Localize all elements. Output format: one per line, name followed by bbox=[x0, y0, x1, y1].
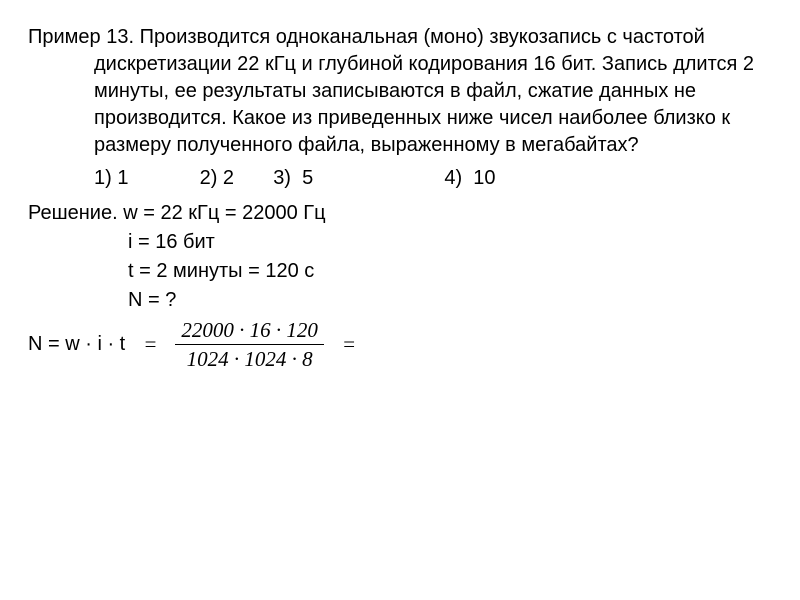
page: Пример 13. Производится одноканальная (м… bbox=[0, 0, 800, 371]
equals-1: = bbox=[143, 330, 157, 358]
answer-options: 1) 1 2) 2 3) 5 4) 10 bbox=[28, 165, 772, 192]
equals-2: = bbox=[342, 330, 356, 358]
option-2: 2) 2 bbox=[200, 165, 234, 192]
option-3: 3) 5 bbox=[273, 165, 313, 192]
solution-line-3: t = 2 минуты = 120 с bbox=[28, 258, 772, 285]
fraction-denominator: 1024 · 1024 · 8 bbox=[181, 345, 319, 371]
solution-line-4: N = ? bbox=[28, 287, 772, 314]
problem-label: Пример 13. bbox=[28, 26, 134, 48]
option-1: 1) 1 bbox=[94, 165, 128, 192]
fraction: 22000 · 16 · 120 1024 · 1024 · 8 bbox=[175, 318, 324, 371]
solution-line-1: Решение. w = 22 кГц = 22000 Гц bbox=[28, 200, 772, 227]
problem-text: Производится одноканальная (моно) звукоз… bbox=[94, 26, 754, 156]
formula-left: N = w · i · t bbox=[28, 331, 125, 358]
formula-row: N = w · i · t = 22000 · 16 · 120 1024 · … bbox=[28, 318, 772, 371]
fraction-numerator: 22000 · 16 · 120 bbox=[175, 318, 324, 345]
option-4: 4) 10 bbox=[444, 165, 495, 192]
problem-paragraph: Пример 13. Производится одноканальная (м… bbox=[28, 24, 772, 159]
solution-line-2: i = 16 бит bbox=[28, 229, 772, 256]
